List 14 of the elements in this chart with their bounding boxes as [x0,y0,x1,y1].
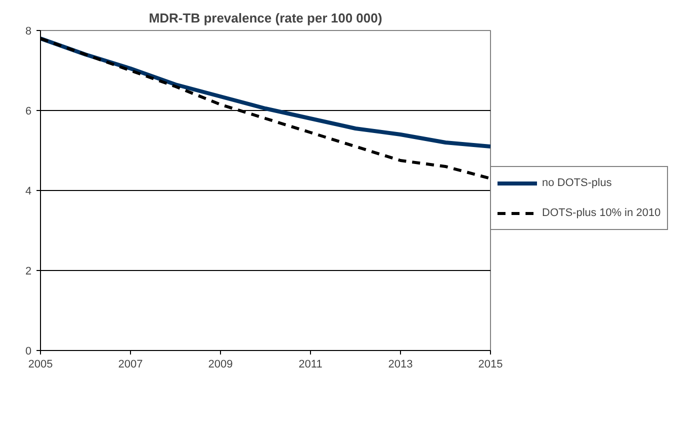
chart-title: MDR-TB prevalence (rate per 100 000) [148,10,382,26]
x-tick-label: 2005 [28,358,53,370]
x-tick-label: 2015 [478,358,503,370]
x-tick-label: 2007 [118,358,143,370]
y-tick-label: 6 [25,106,32,118]
y-tick-label: 4 [25,186,32,198]
y-tick-label: 8 [25,26,32,38]
legend-label: no DOTS-plus [542,177,612,189]
x-tick-label: 2009 [208,358,233,370]
y-tick-label: 0 [25,346,32,358]
x-tick-label: 2011 [298,358,322,370]
legend-label: DOTS-plus 10% in 2010 [542,207,661,219]
x-tick-label: 2013 [388,358,413,370]
y-tick-label: 2 [25,266,32,278]
